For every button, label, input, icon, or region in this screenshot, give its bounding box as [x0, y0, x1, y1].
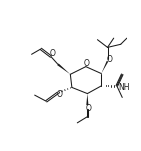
Polygon shape	[57, 63, 70, 74]
Text: O: O	[107, 55, 113, 64]
Text: O: O	[57, 90, 62, 99]
Text: O: O	[50, 49, 55, 58]
Text: NH: NH	[118, 83, 130, 92]
Polygon shape	[101, 61, 108, 74]
Text: O: O	[84, 59, 90, 68]
Polygon shape	[86, 94, 88, 105]
Text: O: O	[86, 104, 92, 113]
